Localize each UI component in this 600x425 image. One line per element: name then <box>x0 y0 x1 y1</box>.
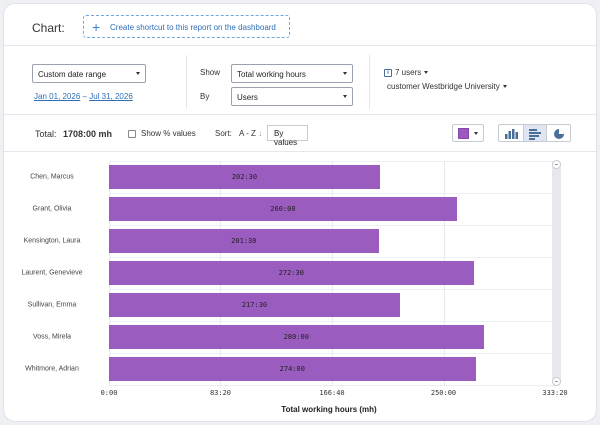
date-range-value: Custom date range <box>38 70 107 79</box>
x-tick-label: 0:00 <box>100 389 118 397</box>
chart-toolbar: Total: 1708:00 mh Show % values Sort: A … <box>4 116 596 152</box>
show-value: Total working hours <box>237 70 306 79</box>
y-category-label: Sullivan, Emma <box>27 301 77 309</box>
create-shortcut-button[interactable]: + Create shortcut to this report on the … <box>83 15 290 38</box>
chevron-down-icon <box>474 132 478 135</box>
date-separator: – <box>82 92 87 101</box>
chart-header: Chart: + Create shortcut to this report … <box>4 4 596 46</box>
y-category-label: Voss, Mirela <box>32 333 72 341</box>
chart-title: Chart: <box>32 21 65 35</box>
total-label: Total: <box>35 129 57 139</box>
column-chart-icon <box>505 129 518 139</box>
bar[interactable] <box>109 229 379 253</box>
pie-view-button[interactable] <box>547 125 570 141</box>
date-range-select[interactable]: Custom date range <box>32 64 146 83</box>
by-label: By <box>200 92 210 101</box>
date-range-links: Jan 01, 2026 – Jul 31, 2026 <box>34 92 133 101</box>
chevron-down-icon <box>343 95 347 98</box>
bar[interactable] <box>109 261 474 285</box>
bar-value-label: 280:00 <box>283 333 309 341</box>
bar[interactable] <box>109 197 457 221</box>
x-tick-label: 83:20 <box>209 389 232 397</box>
y-gridline <box>109 289 555 290</box>
divider <box>369 55 370 109</box>
chevron-down-icon <box>502 85 507 89</box>
bar-value-label: 202:30 <box>231 173 258 181</box>
by-select[interactable]: Users <box>231 87 353 106</box>
bar-value-label: 260:00 <box>270 205 296 213</box>
by-values-label: By values <box>274 129 298 147</box>
total-value: 1708:00 mh <box>63 129 113 139</box>
show-percent-label: Show % values <box>141 129 196 138</box>
pie-chart-icon <box>554 129 564 139</box>
y-gridline <box>109 225 555 226</box>
y-gridline <box>109 353 555 354</box>
chevron-down-icon <box>424 71 429 75</box>
date-from-link[interactable]: Jan 01, 2026 <box>34 92 81 101</box>
y-category-label: Kensington, Laura <box>23 237 81 245</box>
sort-select[interactable]: A - Z ↓ <box>239 129 262 138</box>
y-category-label: Chen, Marcus <box>30 173 74 181</box>
x-tick-label: 166:40 <box>319 389 345 397</box>
y-gridline <box>109 193 555 194</box>
chevron-down-icon <box>136 72 140 75</box>
show-percent-checkbox[interactable] <box>128 130 136 138</box>
by-value: Users <box>237 93 258 102</box>
sort-label: Sort: <box>215 129 232 138</box>
customer-filter[interactable]: customer Westbridge University <box>387 82 507 91</box>
y-gridline <box>109 257 555 258</box>
customer-filter-label: customer Westbridge University <box>387 82 500 91</box>
sort-value: A - Z <box>239 129 256 138</box>
info-icon: i <box>384 69 392 77</box>
chevron-down-icon <box>343 72 347 75</box>
plus-icon: + <box>92 19 101 35</box>
bar-chart-icon <box>529 129 541 140</box>
scroll-handle-top[interactable] <box>552 160 561 169</box>
by-values-button[interactable]: By values <box>267 125 308 147</box>
users-filter-label: 7 users <box>395 68 422 77</box>
x-tick-label: 333:20 <box>542 389 568 397</box>
horizontal-bar-view-button[interactable] <box>523 125 547 141</box>
x-axis-label: Total working hours (mh) <box>281 405 377 414</box>
bar[interactable] <box>109 165 380 189</box>
scroll-handle-bottom[interactable] <box>552 377 561 386</box>
divider <box>186 55 187 109</box>
color-swatch <box>458 128 469 139</box>
bar-value-label: 274:00 <box>279 365 305 373</box>
bar[interactable] <box>109 357 476 381</box>
y-category-label: Grant, Olivia <box>32 205 72 213</box>
users-filter[interactable]: 7 users <box>395 68 429 77</box>
show-label: Show <box>200 68 221 77</box>
y-gridline <box>109 161 555 162</box>
x-tick-label: 250:00 <box>430 389 457 397</box>
plot-area: 202:30 260:00 201:30 272:30 217:30 280:00 274:… <box>109 161 556 386</box>
bar-value-label: 272:30 <box>278 269 304 277</box>
date-to-link[interactable]: Jul 31, 2026 <box>89 92 133 101</box>
y-gridline <box>109 385 555 386</box>
vertical-bar-view-button[interactable] <box>499 125 523 141</box>
bar-value-label: 217:30 <box>241 301 268 309</box>
y-gridline <box>109 321 555 322</box>
color-picker-button[interactable] <box>452 124 484 142</box>
sort-arrow-icon: ↓ <box>258 129 263 138</box>
create-shortcut-label: Create shortcut to this report on the da… <box>110 23 276 32</box>
chart-type-toggle <box>498 124 571 142</box>
filters-panel: Custom date range Jan 01, 2026 – Jul 31,… <box>4 47 596 115</box>
bar[interactable] <box>109 325 484 349</box>
bar-value-label: 201:30 <box>231 237 257 245</box>
chart-scrollbar[interactable] <box>552 160 561 386</box>
y-category-label: Laurent, Genevieve <box>21 269 83 277</box>
y-category-label: Whitmore, Adrian <box>25 365 79 373</box>
report-card: Chart: + Create shortcut to this report … <box>3 3 597 422</box>
bar[interactable] <box>109 293 400 317</box>
show-select[interactable]: Total working hours <box>231 64 353 83</box>
